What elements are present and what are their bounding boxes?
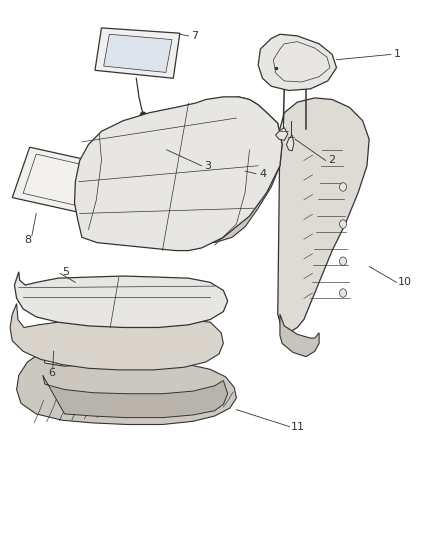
Text: 1: 1 [394, 50, 401, 59]
Polygon shape [104, 34, 172, 72]
Text: 7: 7 [191, 31, 198, 41]
Polygon shape [278, 98, 369, 333]
Polygon shape [258, 34, 336, 91]
Polygon shape [10, 304, 223, 370]
Text: 5: 5 [62, 267, 69, 277]
Circle shape [140, 112, 146, 119]
Polygon shape [95, 28, 180, 78]
Text: 3: 3 [205, 161, 212, 171]
Polygon shape [74, 97, 282, 251]
Polygon shape [286, 135, 294, 151]
Text: 8: 8 [24, 235, 31, 245]
Text: 4: 4 [259, 169, 266, 179]
Polygon shape [43, 375, 228, 418]
Polygon shape [17, 351, 237, 424]
Polygon shape [14, 272, 228, 327]
Polygon shape [276, 127, 288, 140]
Circle shape [339, 220, 346, 228]
Text: 2: 2 [328, 156, 336, 165]
Polygon shape [12, 147, 102, 214]
Polygon shape [280, 314, 319, 357]
Text: 6: 6 [48, 368, 55, 377]
Circle shape [339, 289, 346, 297]
Circle shape [339, 183, 346, 191]
Text: 10: 10 [398, 277, 412, 287]
Circle shape [339, 257, 346, 265]
Text: 11: 11 [290, 422, 304, 432]
Polygon shape [197, 97, 282, 243]
